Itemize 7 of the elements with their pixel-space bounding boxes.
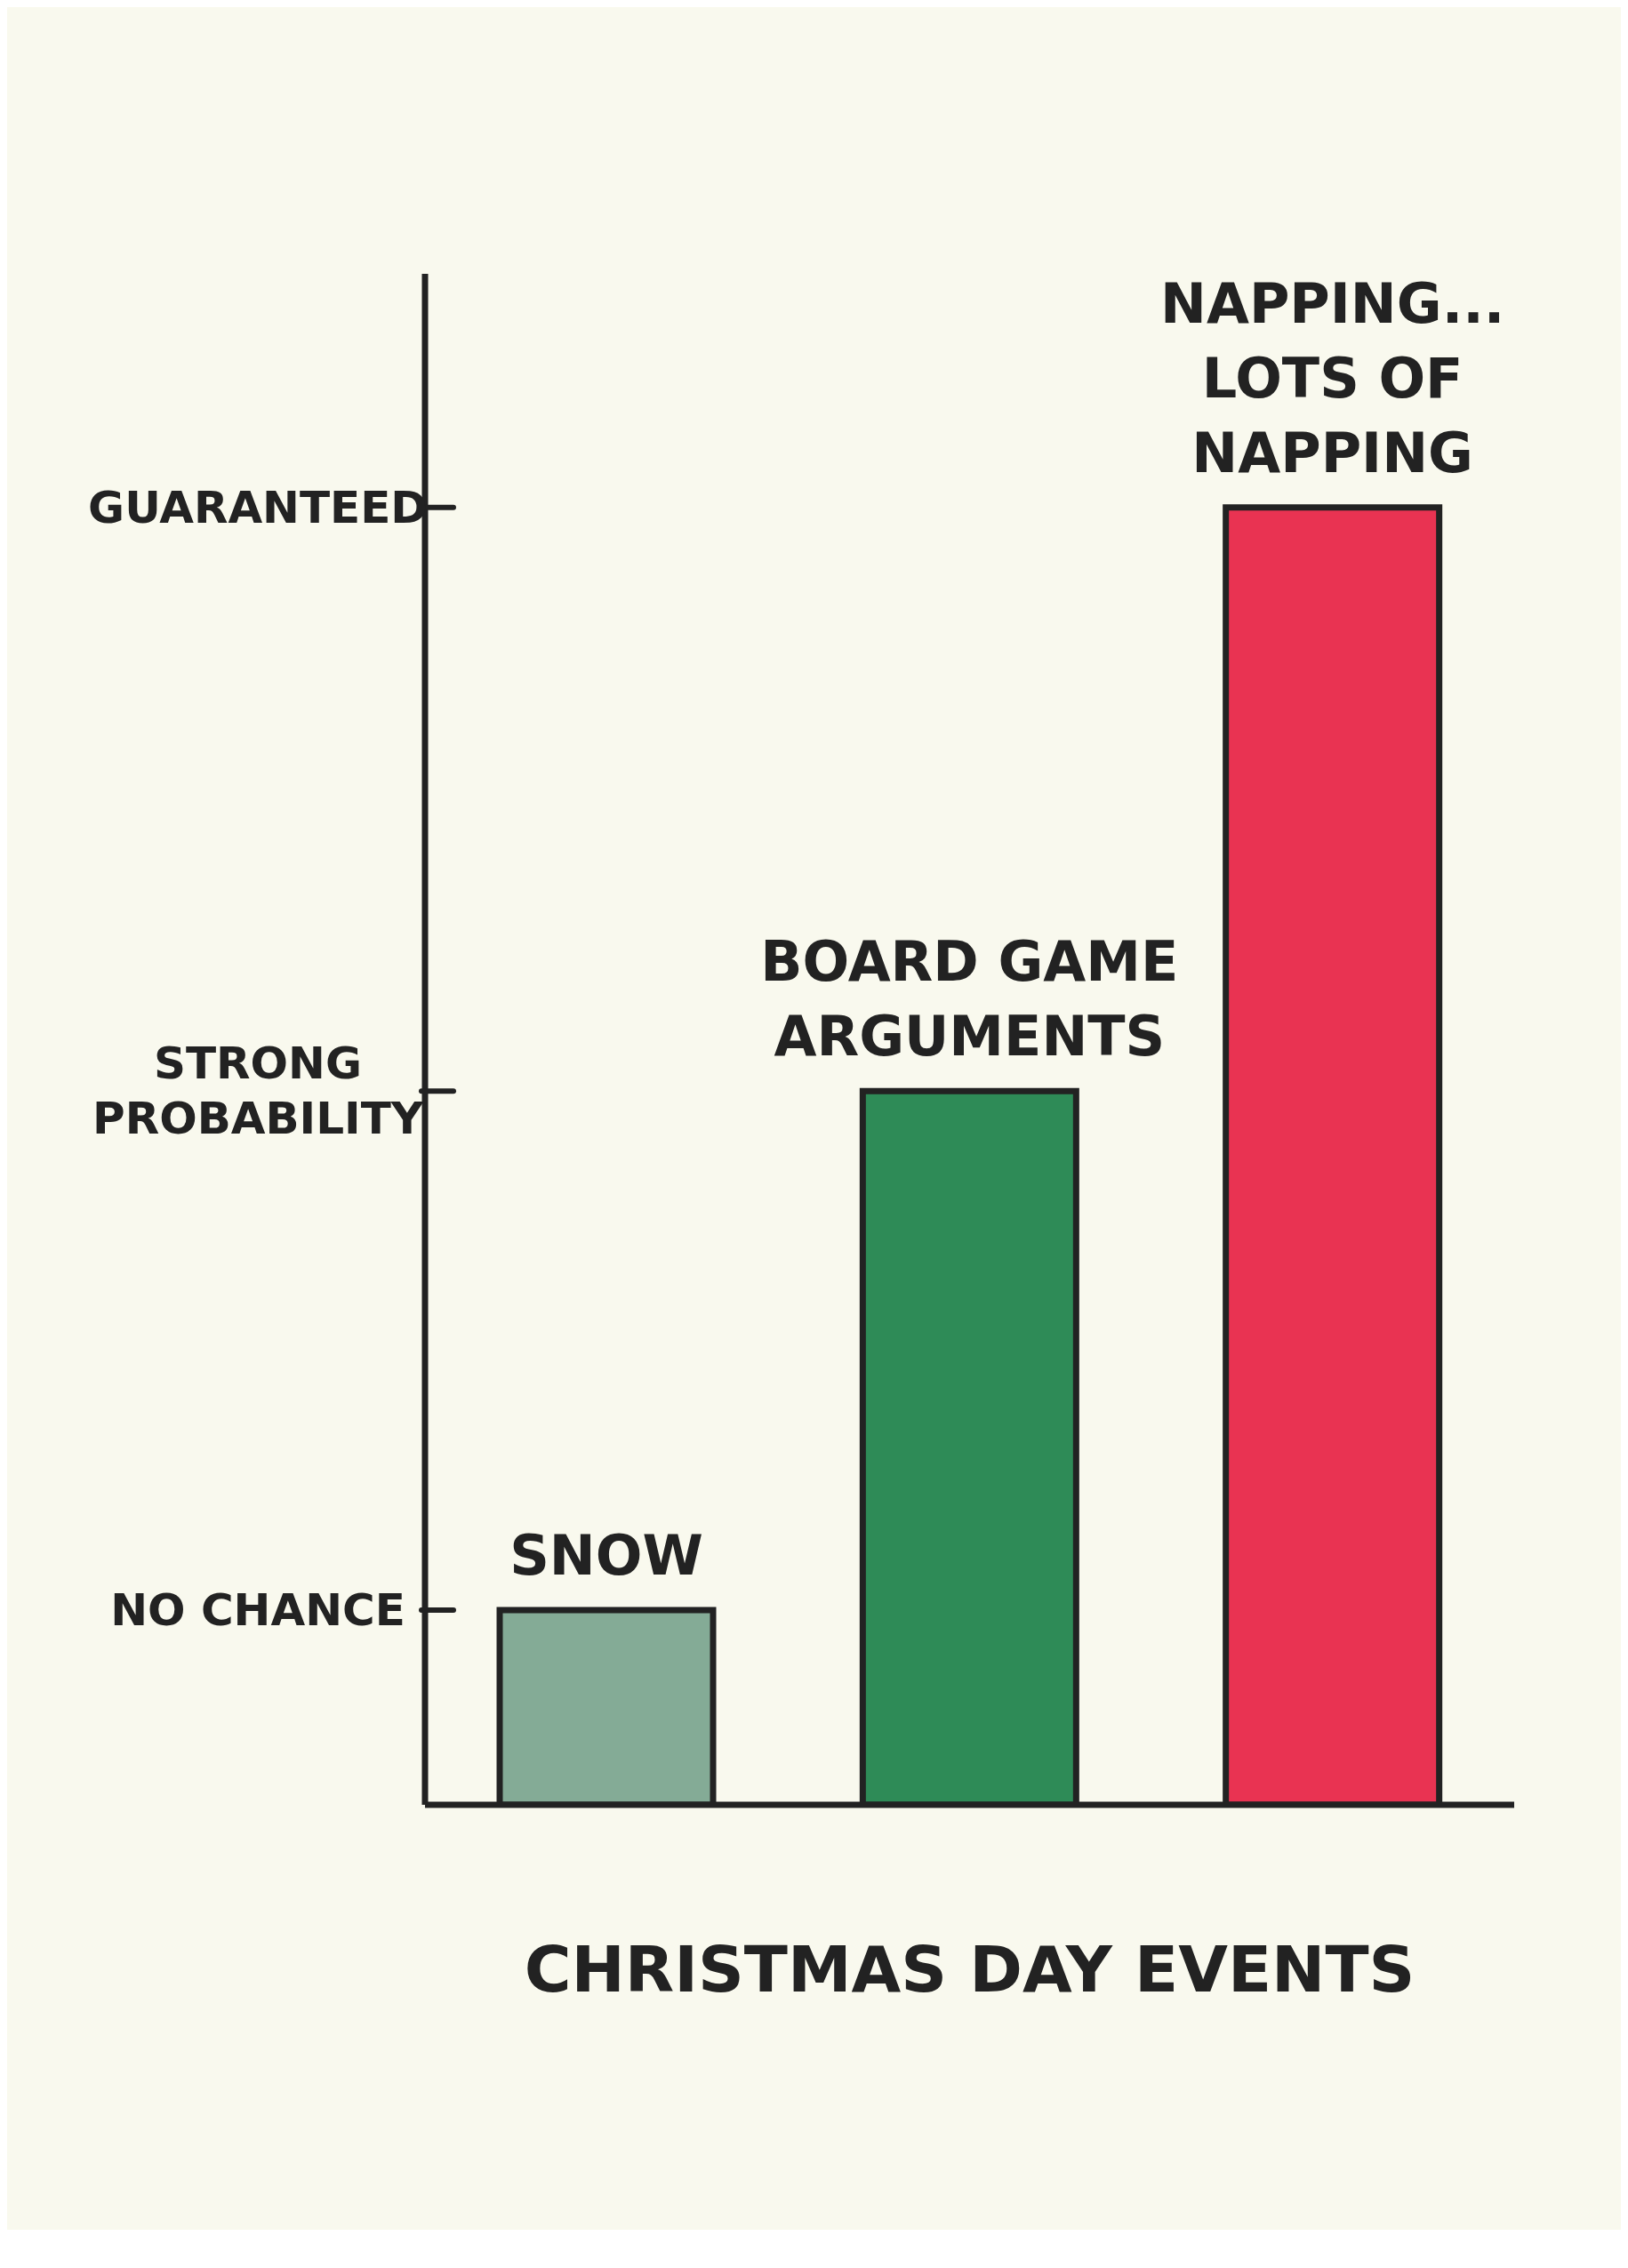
annotation: GUARANTEED <box>88 481 428 533</box>
x-tick-label: BOARD GAME ARGUMENTS <box>760 929 1179 1070</box>
x-tick-label: NAPPING... LOTS OF NAPPING <box>1160 270 1505 485</box>
text: STRONG PROBABILITY <box>92 1038 424 1145</box>
text: NO CHANCE <box>110 1584 405 1637</box>
x-tick-label: SNOW <box>509 1523 703 1589</box>
x-axis-title: CHRISTMAS DAY EVENTS <box>524 1932 1415 2007</box>
